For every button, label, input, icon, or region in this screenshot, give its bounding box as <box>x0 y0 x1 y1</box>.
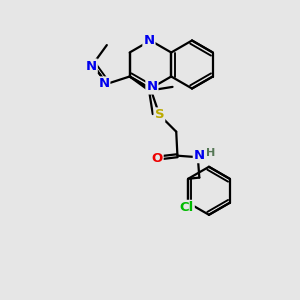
Text: H: H <box>206 148 215 158</box>
Text: N: N <box>146 80 158 94</box>
Text: N: N <box>194 149 205 162</box>
Text: O: O <box>152 152 163 165</box>
Text: N: N <box>143 34 155 47</box>
Text: N: N <box>86 59 97 73</box>
Text: N: N <box>98 77 110 90</box>
Text: Cl: Cl <box>179 201 194 214</box>
Text: S: S <box>154 108 164 122</box>
